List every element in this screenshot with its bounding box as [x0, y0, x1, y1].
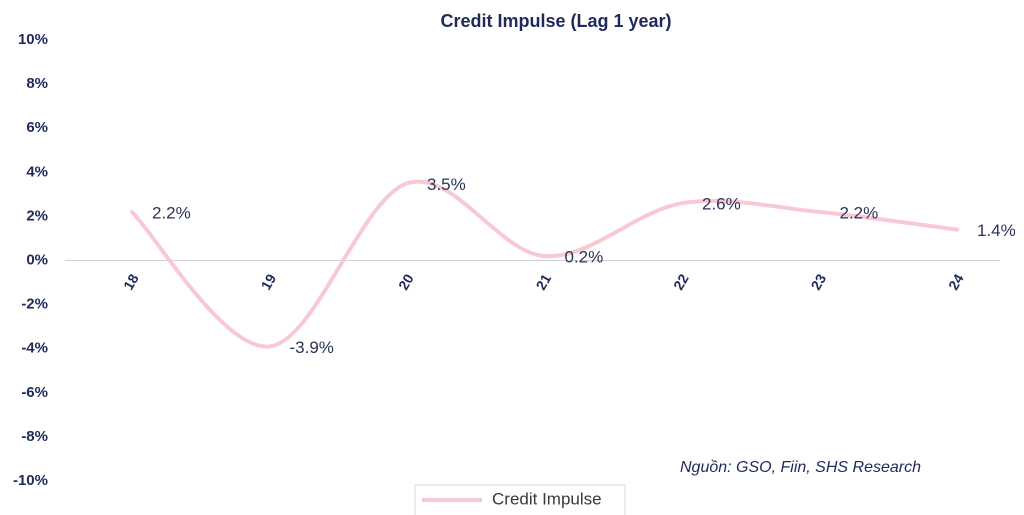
- line: [130, 179, 959, 349]
- x-tick-label: 24: [945, 271, 967, 293]
- legend-label: Credit Impulse: [492, 489, 602, 508]
- data-label: 1.4%: [977, 221, 1016, 240]
- y-tick-label: 8%: [26, 75, 48, 92]
- data-label: 2.2%: [152, 203, 191, 222]
- data-label: 2.2%: [840, 203, 879, 222]
- y-tick-label: -2%: [21, 296, 48, 313]
- y-tick-label: 0%: [26, 251, 48, 268]
- data-label: 0.2%: [565, 248, 604, 267]
- chart-title: Credit Impulse (Lag 1 year): [440, 11, 671, 31]
- source-note: Nguồn: GSO, Fiin, SHS Research: [680, 459, 921, 476]
- x-tick-label: 20: [395, 271, 417, 293]
- data-label: 2.6%: [702, 195, 741, 214]
- y-tick-label: -4%: [21, 340, 48, 357]
- x-tick-label: 18: [120, 271, 142, 293]
- y-tick-label: 10%: [18, 31, 48, 48]
- x-tick-label: 23: [808, 271, 830, 293]
- y-tick-label: -6%: [21, 384, 48, 401]
- y-tick-label: 2%: [26, 207, 48, 224]
- y-tick-label: -8%: [21, 428, 48, 445]
- x-tick-label: 19: [258, 271, 280, 293]
- y-tick-label: 6%: [26, 119, 48, 136]
- x-tick-label: 22: [670, 271, 692, 293]
- y-tick-label: 4%: [26, 163, 48, 180]
- y-tick-label: -10%: [13, 472, 48, 489]
- data-label: -3.9%: [290, 338, 334, 357]
- data-label: 3.5%: [427, 175, 466, 194]
- x-tick-label: 21: [533, 271, 555, 293]
